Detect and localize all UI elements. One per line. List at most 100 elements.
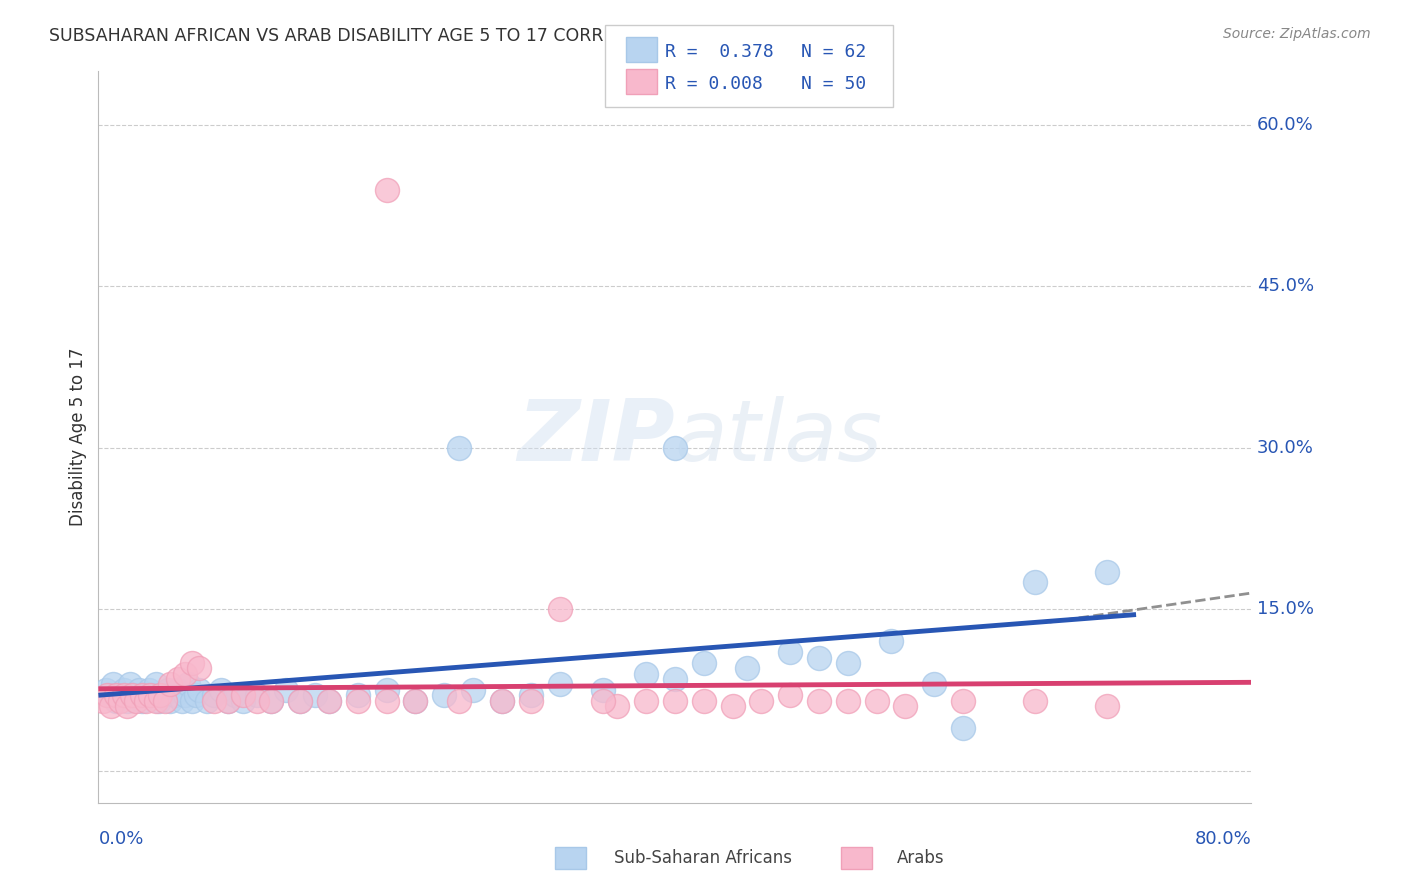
Text: N = 50: N = 50 <box>801 75 866 93</box>
Point <box>135 693 157 707</box>
Point <box>142 688 165 702</box>
Point <box>121 688 143 702</box>
Point <box>159 693 181 707</box>
Point <box>751 693 773 707</box>
Point <box>202 693 225 707</box>
Point <box>104 688 127 702</box>
Point <box>224 688 246 702</box>
Text: 30.0%: 30.0% <box>1257 439 1315 457</box>
Text: 60.0%: 60.0% <box>1257 116 1313 134</box>
Text: Source: ZipAtlas.com: Source: ZipAtlas.com <box>1223 27 1371 41</box>
Text: N = 62: N = 62 <box>801 43 866 62</box>
Point <box>664 441 686 455</box>
Point <box>174 666 197 681</box>
Point <box>217 693 239 707</box>
Point <box>104 693 127 707</box>
Point <box>405 693 427 707</box>
Point <box>149 688 172 702</box>
Point <box>318 693 340 707</box>
Point <box>153 693 176 707</box>
Point <box>202 688 225 702</box>
Point <box>148 693 170 707</box>
Point <box>163 688 186 702</box>
Point <box>217 693 239 707</box>
Point <box>735 661 758 675</box>
Text: Sub-Saharan Africans: Sub-Saharan Africans <box>614 849 792 867</box>
Point <box>112 682 135 697</box>
Point <box>375 693 398 707</box>
Point <box>346 693 368 707</box>
Point <box>166 672 188 686</box>
Point <box>188 661 211 675</box>
Point <box>177 677 200 691</box>
Point <box>131 693 153 707</box>
Point <box>166 682 188 697</box>
Point <box>246 693 269 707</box>
Point <box>139 688 162 702</box>
Point <box>145 693 167 707</box>
Point <box>1097 698 1119 713</box>
Point <box>188 682 211 697</box>
Text: R = 0.008: R = 0.008 <box>665 75 763 93</box>
Point <box>837 693 859 707</box>
Point <box>260 693 283 707</box>
Text: 0.0%: 0.0% <box>98 830 143 847</box>
Point <box>520 688 543 702</box>
Point <box>491 693 513 707</box>
Point <box>120 677 142 691</box>
Point <box>117 693 139 707</box>
Point <box>290 693 312 707</box>
Point <box>96 688 118 702</box>
Text: ZIP: ZIP <box>517 395 675 479</box>
Point <box>170 693 193 707</box>
Text: 80.0%: 80.0% <box>1195 830 1251 847</box>
Point <box>636 666 658 681</box>
Point <box>290 693 312 707</box>
Point <box>866 693 889 707</box>
Point <box>606 698 628 713</box>
Point <box>138 682 160 697</box>
Point <box>174 688 197 702</box>
Point <box>209 682 232 697</box>
Point <box>693 656 716 670</box>
Point <box>894 698 917 713</box>
Point <box>880 634 903 648</box>
Point <box>108 688 131 702</box>
Text: 45.0%: 45.0% <box>1257 277 1315 295</box>
Point <box>181 693 204 707</box>
Point <box>461 682 484 697</box>
Point <box>260 693 283 707</box>
Point <box>318 693 340 707</box>
Point <box>1097 565 1119 579</box>
Point <box>808 650 831 665</box>
Point <box>108 693 131 707</box>
Point <box>1024 575 1046 590</box>
Point <box>1024 693 1046 707</box>
Text: atlas: atlas <box>675 395 883 479</box>
Point <box>779 645 801 659</box>
Point <box>548 677 571 691</box>
Point <box>181 656 204 670</box>
Point <box>636 693 658 707</box>
Point <box>433 688 456 702</box>
Point <box>195 693 218 707</box>
Y-axis label: Disability Age 5 to 17: Disability Age 5 to 17 <box>69 348 87 526</box>
Point <box>124 688 146 702</box>
Point <box>125 693 148 707</box>
Point <box>491 693 513 707</box>
Point <box>112 688 135 702</box>
Point <box>246 688 269 702</box>
Point <box>924 677 946 691</box>
Point <box>117 698 139 713</box>
Point <box>447 441 470 455</box>
Point <box>91 693 114 707</box>
Text: 15.0%: 15.0% <box>1257 600 1315 618</box>
Point <box>548 602 571 616</box>
Point <box>837 656 859 670</box>
Point <box>156 682 179 697</box>
Point <box>128 682 150 697</box>
Point <box>346 688 368 702</box>
Point <box>375 682 398 697</box>
Point <box>159 677 181 691</box>
Point <box>779 688 801 702</box>
